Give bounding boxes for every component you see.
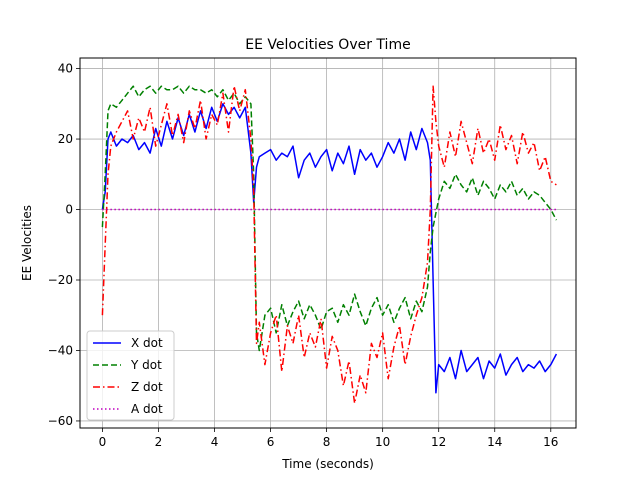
x-tick-label: 6 bbox=[267, 435, 275, 449]
x-tick-label: 16 bbox=[543, 435, 558, 449]
y-tick-label: −40 bbox=[48, 343, 73, 357]
y-tick-label: −20 bbox=[48, 273, 73, 287]
series-y-dot bbox=[101, 85, 558, 352]
plot-frame bbox=[79, 57, 577, 429]
x-tick-label: 0 bbox=[99, 435, 107, 449]
x-tick-label: 10 bbox=[375, 435, 390, 449]
y-tick-label: 20 bbox=[58, 132, 73, 146]
legend: X dot Y dot Z dot A dot bbox=[86, 330, 175, 421]
x-tick-label: 14 bbox=[487, 435, 502, 449]
x-axis-label: Time (seconds) bbox=[281, 457, 374, 471]
y-axis-label: EE Velocities bbox=[20, 205, 34, 281]
y-tick-label: −60 bbox=[48, 414, 73, 428]
x-tick-label: 8 bbox=[323, 435, 331, 449]
y-tick-label: 40 bbox=[58, 62, 73, 76]
y-tick-label: 0 bbox=[65, 203, 73, 217]
x-tick-label: 12 bbox=[431, 435, 446, 449]
legend-label-y-dot: Y dot bbox=[130, 358, 162, 372]
legend-label-z-dot: Z dot bbox=[131, 380, 163, 394]
legend-label-x-dot: X dot bbox=[131, 336, 163, 350]
series-layer bbox=[101, 85, 558, 405]
chart-title: EE Velocities Over Time bbox=[245, 37, 410, 53]
series-z-dot bbox=[101, 85, 557, 405]
ticks: 0 2 4 6 8 10 12 14 16 −60 −40 −20 0 20 40 bbox=[48, 62, 559, 449]
legend-label-a-dot: A dot bbox=[131, 402, 163, 416]
x-tick-label: 2 bbox=[155, 435, 163, 449]
series-x-dot bbox=[101, 103, 558, 394]
legend-box bbox=[86, 330, 175, 421]
x-tick-label: 4 bbox=[211, 435, 219, 449]
